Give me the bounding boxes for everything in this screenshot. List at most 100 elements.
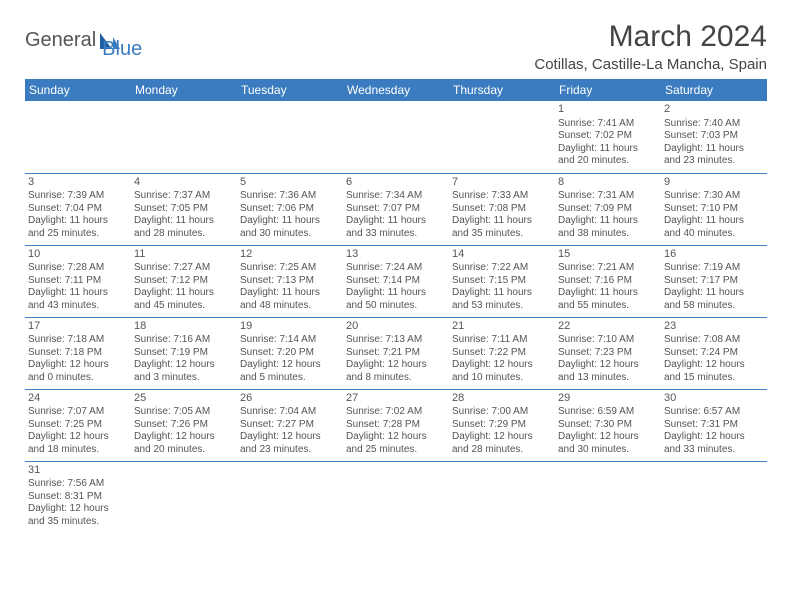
sunrise-text: Sunrise: 7:22 AM bbox=[452, 262, 552, 275]
day-number: 8 bbox=[558, 176, 658, 190]
calendar-cell bbox=[131, 101, 237, 173]
day-number: 22 bbox=[558, 320, 658, 334]
daylight-text: Daylight: 12 hours bbox=[664, 359, 764, 372]
sunset-text: Sunset: 7:26 PM bbox=[134, 419, 234, 432]
sunset-text: Sunset: 7:22 PM bbox=[452, 347, 552, 360]
calendar-cell: 5Sunrise: 7:36 AMSunset: 7:06 PMDaylight… bbox=[237, 173, 343, 245]
daylight-text: and 30 minutes. bbox=[558, 444, 658, 457]
calendar-cell bbox=[661, 461, 767, 533]
calendar-cell bbox=[237, 461, 343, 533]
sunset-text: Sunset: 7:13 PM bbox=[240, 275, 340, 288]
daylight-text: Daylight: 12 hours bbox=[452, 359, 552, 372]
sunset-text: Sunset: 7:14 PM bbox=[346, 275, 446, 288]
calendar-cell: 9Sunrise: 7:30 AMSunset: 7:10 PMDaylight… bbox=[661, 173, 767, 245]
day-number: 4 bbox=[134, 176, 234, 190]
sunrise-text: Sunrise: 7:30 AM bbox=[664, 190, 764, 203]
sunset-text: Sunset: 7:11 PM bbox=[28, 275, 128, 288]
daylight-text: Daylight: 11 hours bbox=[28, 287, 128, 300]
daylight-text: Daylight: 12 hours bbox=[558, 431, 658, 444]
calendar-cell: 10Sunrise: 7:28 AMSunset: 7:11 PMDayligh… bbox=[25, 245, 131, 317]
calendar-row: 17Sunrise: 7:18 AMSunset: 7:18 PMDayligh… bbox=[25, 317, 767, 389]
calendar-cell: 2Sunrise: 7:40 AMSunset: 7:03 PMDaylight… bbox=[661, 101, 767, 173]
daylight-text: and 15 minutes. bbox=[664, 372, 764, 385]
day-number: 15 bbox=[558, 248, 658, 262]
sunrise-text: Sunrise: 7:19 AM bbox=[664, 262, 764, 275]
daylight-text: and 53 minutes. bbox=[452, 300, 552, 313]
sunrise-text: Sunrise: 7:28 AM bbox=[28, 262, 128, 275]
calendar-cell: 7Sunrise: 7:33 AMSunset: 7:08 PMDaylight… bbox=[449, 173, 555, 245]
day-number: 30 bbox=[664, 392, 764, 406]
calendar-cell: 12Sunrise: 7:25 AMSunset: 7:13 PMDayligh… bbox=[237, 245, 343, 317]
sunrise-text: Sunrise: 7:08 AM bbox=[664, 334, 764, 347]
day-number: 16 bbox=[664, 248, 764, 262]
day-number: 17 bbox=[28, 320, 128, 334]
sunset-text: Sunset: 7:28 PM bbox=[346, 419, 446, 432]
calendar-cell: 13Sunrise: 7:24 AMSunset: 7:14 PMDayligh… bbox=[343, 245, 449, 317]
location-label: Cotillas, Castille-La Mancha, Spain bbox=[534, 56, 767, 73]
sunset-text: Sunset: 7:07 PM bbox=[346, 203, 446, 216]
day-number: 18 bbox=[134, 320, 234, 334]
sunrise-text: Sunrise: 7:24 AM bbox=[346, 262, 446, 275]
sunset-text: Sunset: 7:21 PM bbox=[346, 347, 446, 360]
sunrise-text: Sunrise: 7:00 AM bbox=[452, 406, 552, 419]
daylight-text: and 10 minutes. bbox=[452, 372, 552, 385]
logo-text-b: Blue bbox=[102, 38, 142, 61]
weekday-header-row: Sunday Monday Tuesday Wednesday Thursday… bbox=[25, 79, 767, 101]
daylight-text: and 25 minutes. bbox=[28, 228, 128, 241]
sunrise-text: Sunrise: 7:14 AM bbox=[240, 334, 340, 347]
sunrise-text: Sunrise: 7:02 AM bbox=[346, 406, 446, 419]
day-number: 9 bbox=[664, 176, 764, 190]
daylight-text: Daylight: 12 hours bbox=[28, 359, 128, 372]
weekday-header: Thursday bbox=[449, 79, 555, 101]
daylight-text: and 28 minutes. bbox=[452, 444, 552, 457]
calendar-cell: 27Sunrise: 7:02 AMSunset: 7:28 PMDayligh… bbox=[343, 389, 449, 461]
sunrise-text: Sunrise: 7:05 AM bbox=[134, 406, 234, 419]
sunset-text: Sunset: 7:31 PM bbox=[664, 419, 764, 432]
calendar-cell: 23Sunrise: 7:08 AMSunset: 7:24 PMDayligh… bbox=[661, 317, 767, 389]
day-number: 11 bbox=[134, 248, 234, 262]
weekday-header: Sunday bbox=[25, 79, 131, 101]
day-number: 25 bbox=[134, 392, 234, 406]
daylight-text: Daylight: 12 hours bbox=[240, 359, 340, 372]
day-number: 1 bbox=[558, 103, 658, 117]
daylight-text: Daylight: 12 hours bbox=[28, 503, 128, 516]
daylight-text: and 0 minutes. bbox=[28, 372, 128, 385]
page-title: March 2024 bbox=[534, 20, 767, 54]
daylight-text: Daylight: 12 hours bbox=[558, 359, 658, 372]
calendar-cell bbox=[25, 101, 131, 173]
sunrise-text: Sunrise: 7:13 AM bbox=[346, 334, 446, 347]
sunrise-text: Sunrise: 7:40 AM bbox=[664, 118, 764, 131]
sunrise-text: Sunrise: 7:39 AM bbox=[28, 190, 128, 203]
calendar-cell: 6Sunrise: 7:34 AMSunset: 7:07 PMDaylight… bbox=[343, 173, 449, 245]
calendar-cell: 8Sunrise: 7:31 AMSunset: 7:09 PMDaylight… bbox=[555, 173, 661, 245]
daylight-text: Daylight: 12 hours bbox=[240, 431, 340, 444]
calendar-cell bbox=[449, 101, 555, 173]
calendar-cell: 15Sunrise: 7:21 AMSunset: 7:16 PMDayligh… bbox=[555, 245, 661, 317]
calendar-row: 1Sunrise: 7:41 AMSunset: 7:02 PMDaylight… bbox=[25, 101, 767, 173]
daylight-text: and 35 minutes. bbox=[28, 516, 128, 529]
daylight-text: and 23 minutes. bbox=[240, 444, 340, 457]
sunset-text: Sunset: 7:06 PM bbox=[240, 203, 340, 216]
daylight-text: Daylight: 11 hours bbox=[558, 215, 658, 228]
sunset-text: Sunset: 7:18 PM bbox=[28, 347, 128, 360]
daylight-text: Daylight: 12 hours bbox=[346, 359, 446, 372]
day-number: 19 bbox=[240, 320, 340, 334]
calendar-cell: 16Sunrise: 7:19 AMSunset: 7:17 PMDayligh… bbox=[661, 245, 767, 317]
sunset-text: Sunset: 7:12 PM bbox=[134, 275, 234, 288]
header: General Blue March 2024 Cotillas, Castil… bbox=[25, 20, 767, 73]
daylight-text: Daylight: 11 hours bbox=[134, 215, 234, 228]
daylight-text: and 33 minutes. bbox=[346, 228, 446, 241]
day-number: 3 bbox=[28, 176, 128, 190]
calendar-cell: 22Sunrise: 7:10 AMSunset: 7:23 PMDayligh… bbox=[555, 317, 661, 389]
sunset-text: Sunset: 7:19 PM bbox=[134, 347, 234, 360]
sunset-text: Sunset: 7:09 PM bbox=[558, 203, 658, 216]
daylight-text: and 45 minutes. bbox=[134, 300, 234, 313]
daylight-text: Daylight: 11 hours bbox=[664, 143, 764, 156]
calendar-cell: 1Sunrise: 7:41 AMSunset: 7:02 PMDaylight… bbox=[555, 101, 661, 173]
sunrise-text: Sunrise: 7:16 AM bbox=[134, 334, 234, 347]
calendar-cell: 31Sunrise: 7:56 AMSunset: 8:31 PMDayligh… bbox=[25, 461, 131, 533]
sunrise-text: Sunrise: 7:04 AM bbox=[240, 406, 340, 419]
daylight-text: Daylight: 11 hours bbox=[28, 215, 128, 228]
day-number: 13 bbox=[346, 248, 446, 262]
sunrise-text: Sunrise: 7:31 AM bbox=[558, 190, 658, 203]
